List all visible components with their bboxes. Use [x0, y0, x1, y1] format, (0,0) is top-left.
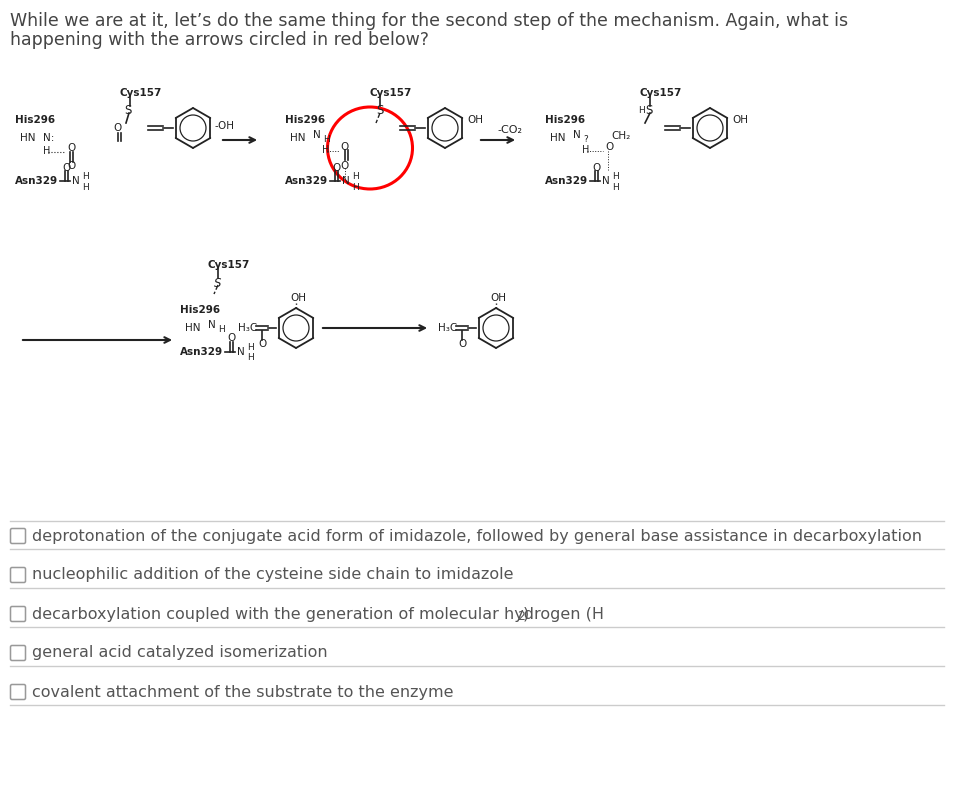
Text: OH: OH [731, 115, 747, 125]
Text: His296: His296 [180, 305, 220, 315]
Text: N: N [71, 176, 80, 186]
Text: Cys157: Cys157 [120, 88, 162, 98]
Text: covalent attachment of the substrate to the enzyme: covalent attachment of the substrate to … [32, 685, 453, 700]
Text: Cys157: Cys157 [208, 260, 250, 270]
Text: S: S [213, 277, 221, 289]
Text: H: H [352, 172, 358, 180]
Text: H: H [612, 172, 618, 180]
FancyBboxPatch shape [10, 645, 26, 660]
Text: H: H [638, 106, 644, 114]
Text: N: N [341, 176, 350, 186]
Text: O: O [332, 163, 340, 173]
Text: O: O [592, 163, 599, 173]
Text: HN: HN [185, 323, 200, 333]
Text: ?: ? [582, 135, 587, 143]
Text: -OH: -OH [214, 121, 234, 131]
Text: His296: His296 [285, 115, 325, 125]
Text: O: O [113, 123, 122, 133]
Text: Cys157: Cys157 [639, 88, 681, 98]
Text: OH: OH [490, 293, 505, 303]
Text: HN: HN [550, 133, 565, 143]
Text: OH: OH [467, 115, 482, 125]
Text: O: O [604, 142, 613, 152]
Text: His296: His296 [544, 115, 584, 125]
Text: H: H [612, 183, 618, 191]
Text: H₃C: H₃C [437, 323, 456, 333]
Text: O: O [227, 333, 235, 343]
FancyBboxPatch shape [10, 685, 26, 700]
Text: CH₂: CH₂ [610, 131, 630, 141]
Text: N: N [208, 320, 215, 330]
Text: H: H [247, 343, 253, 351]
Text: N: N [313, 130, 320, 140]
FancyBboxPatch shape [10, 567, 26, 582]
Text: HN: HN [20, 133, 35, 143]
Text: H: H [247, 352, 253, 362]
Text: Cys157: Cys157 [370, 88, 412, 98]
Text: O: O [339, 161, 348, 171]
Text: Asn329: Asn329 [285, 176, 328, 186]
Text: H₃C: H₃C [237, 323, 257, 333]
Text: H: H [43, 146, 51, 156]
Text: N: N [236, 347, 245, 357]
Text: happening with the arrows circled in red below?: happening with the arrows circled in red… [10, 31, 429, 49]
Text: O: O [67, 161, 75, 171]
Text: O: O [257, 339, 266, 349]
Text: N: N [573, 130, 580, 140]
Text: O: O [339, 142, 348, 152]
Text: N: N [601, 176, 609, 186]
Text: O: O [67, 143, 75, 153]
Text: -CO₂: -CO₂ [497, 125, 522, 135]
Text: HN: HN [290, 133, 305, 143]
Text: H: H [323, 135, 330, 143]
Text: deprotonation of the conjugate acid form of imidazole, followed by general base : deprotonation of the conjugate acid form… [32, 529, 921, 544]
Text: S: S [375, 103, 383, 117]
Text: S: S [644, 103, 652, 117]
Text: His296: His296 [15, 115, 55, 125]
Text: While we are at it, let’s do the same thing for the second step of the mechanism: While we are at it, let’s do the same th… [10, 12, 847, 30]
Text: H: H [82, 183, 89, 191]
Text: H: H [218, 325, 225, 333]
FancyBboxPatch shape [10, 529, 26, 544]
Text: OH: OH [290, 293, 306, 303]
Text: nucleophilic addition of the cysteine side chain to imidazole: nucleophilic addition of the cysteine si… [32, 567, 513, 582]
FancyBboxPatch shape [10, 607, 26, 622]
Text: N:: N: [43, 133, 54, 143]
Text: Asn329: Asn329 [180, 347, 223, 357]
Text: 2: 2 [517, 610, 524, 623]
Text: S: S [124, 103, 132, 117]
Text: H: H [581, 145, 589, 155]
Text: Asn329: Asn329 [544, 176, 587, 186]
Text: ): ) [522, 607, 528, 622]
Text: decarboxylation coupled with the generation of molecular hydrogen (H: decarboxylation coupled with the generat… [32, 607, 603, 622]
Text: O: O [62, 163, 71, 173]
Text: Asn329: Asn329 [15, 176, 58, 186]
Text: general acid catalyzed isomerization: general acid catalyzed isomerization [32, 645, 327, 660]
Text: O: O [457, 339, 466, 349]
Text: H: H [352, 183, 358, 191]
Text: H: H [82, 172, 89, 180]
Text: H: H [322, 145, 329, 155]
